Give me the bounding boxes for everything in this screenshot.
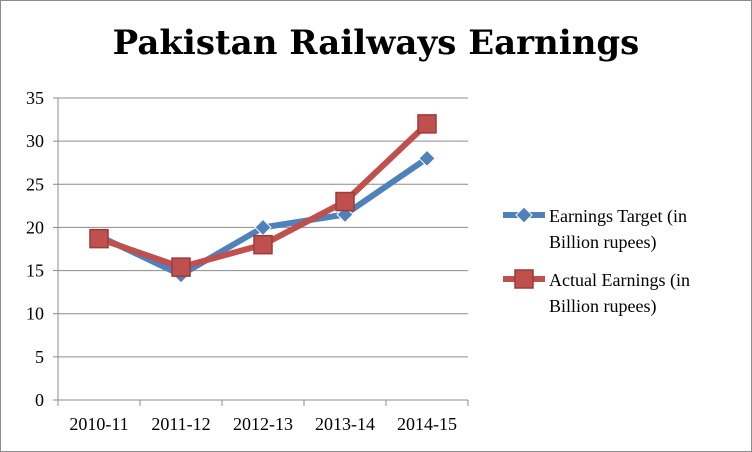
y-tick-label: 20	[26, 217, 44, 237]
y-tick-label: 0	[35, 390, 44, 410]
x-tick-label: 2012-13	[233, 414, 293, 434]
x-tick-label: 2011-12	[151, 414, 210, 434]
legend-swatch-marker	[514, 269, 534, 289]
x-tick-label: 2013-14	[315, 414, 375, 434]
y-tick-label: 35	[26, 88, 44, 108]
chart-title: Pakistan Railways Earnings	[112, 23, 640, 63]
y-tick-label: 5	[35, 347, 44, 367]
legend-label: Actual Earnings (in	[549, 270, 690, 291]
data-point	[417, 114, 437, 134]
legend-label: Earnings Target (in	[549, 206, 687, 227]
y-tick-label: 25	[26, 174, 44, 194]
y-tick-label: 30	[26, 131, 44, 151]
legend-label: Billion rupees)	[549, 296, 656, 317]
legend-label: Billion rupees)	[549, 232, 656, 253]
legend-swatch-marker	[515, 206, 533, 224]
y-tick-label: 10	[26, 304, 44, 324]
y-tick-label: 15	[26, 261, 44, 281]
x-tick-label: 2014-15	[397, 414, 457, 434]
data-point	[171, 257, 191, 277]
data-point	[335, 191, 355, 212]
data-point	[253, 234, 273, 255]
data-point	[418, 149, 436, 168]
data-point	[89, 228, 109, 249]
x-tick-label: 2010-11	[69, 414, 128, 434]
